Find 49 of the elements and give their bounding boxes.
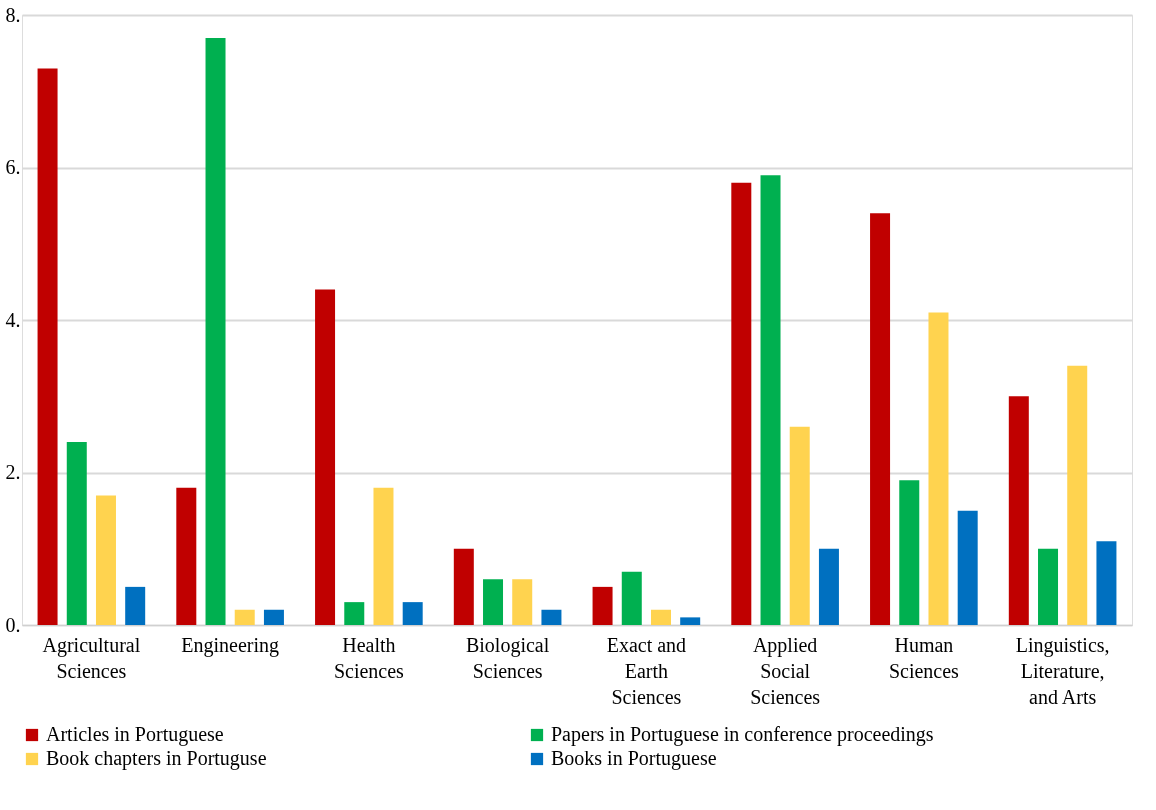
y-tick-label: 2. [5, 461, 21, 483]
bar [263, 609, 284, 625]
legend-label: Books in Portuguese [551, 747, 717, 770]
bar [650, 609, 671, 625]
bar [315, 289, 336, 625]
bar [760, 175, 781, 625]
bar [731, 182, 752, 625]
bar [957, 510, 978, 625]
y-tick-label: 0. [5, 613, 21, 636]
bar [373, 487, 394, 625]
bar [592, 586, 613, 625]
bar [1067, 365, 1088, 625]
x-tick-label: Human Sciences [888, 633, 960, 682]
bar [37, 68, 58, 625]
y-tick-label: 6. [5, 156, 21, 178]
bar [483, 579, 504, 625]
bar [1038, 548, 1059, 625]
x-tick-label: Health Sciences [333, 633, 405, 682]
bar [680, 617, 701, 625]
bar [125, 586, 146, 625]
bar [541, 609, 562, 625]
bar [899, 480, 920, 625]
bar [95, 495, 116, 625]
x-tick-label: Agricultural Sciences [42, 633, 141, 682]
bar [402, 602, 423, 625]
bar [453, 548, 474, 625]
bar [789, 426, 810, 625]
bar [66, 442, 87, 625]
x-tick-label: Engineering [181, 633, 279, 657]
bar [234, 609, 255, 625]
x-tick-label: Biological Sciences [465, 633, 550, 682]
bar [1008, 396, 1029, 625]
bar [870, 213, 891, 625]
bar [928, 312, 949, 625]
bar [1096, 541, 1117, 625]
x-tick-label: Linguistics, Literature, and Arts [1015, 633, 1110, 708]
y-tick-label: 4. [5, 308, 21, 331]
x-tick-label: Applied Social Sciences [750, 633, 821, 708]
bar [205, 37, 226, 625]
bar [176, 487, 197, 625]
bar [621, 571, 642, 625]
y-tick-label: 8. [5, 3, 21, 26]
legend-label: Articles in Portuguese [46, 723, 224, 746]
bar [512, 579, 533, 625]
x-tick-label: Exact and Earth Sciences [606, 633, 687, 708]
bar [818, 548, 839, 625]
legend-label: Papers in Portuguese in conference proceedings [551, 723, 934, 746]
bar [344, 602, 365, 625]
legend-label: Book chapters in Portuguse [46, 747, 267, 770]
